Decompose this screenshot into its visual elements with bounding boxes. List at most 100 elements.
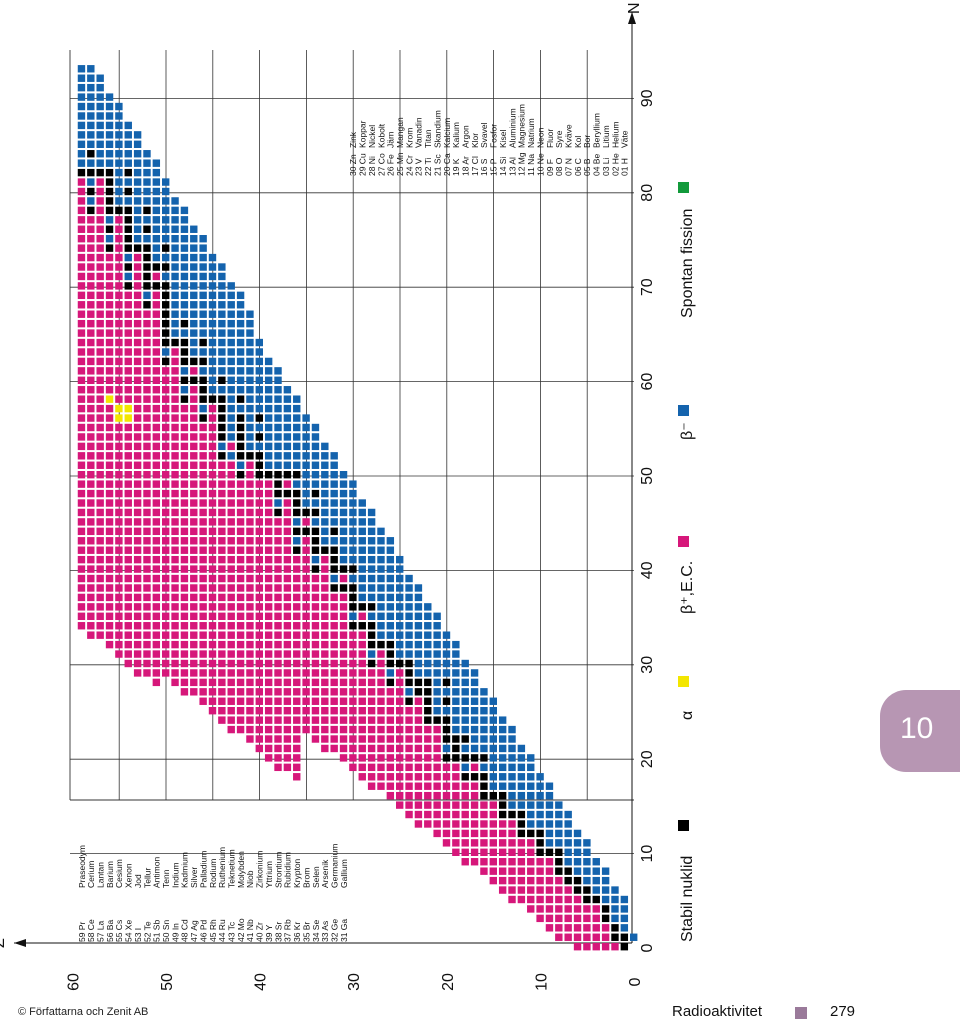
nuclide-cell bbox=[96, 112, 104, 120]
nuclide-cell bbox=[527, 867, 535, 875]
nuclide-cell bbox=[96, 404, 104, 413]
nuclide-cell bbox=[77, 527, 86, 536]
nuclide-cell bbox=[536, 820, 544, 828]
nuclide-cell bbox=[433, 669, 441, 677]
element-name: Nickel bbox=[367, 125, 377, 148]
nuclide-cell bbox=[414, 584, 423, 592]
nuclide-cell bbox=[236, 555, 245, 564]
nuclide-cell bbox=[236, 697, 245, 705]
nuclide-cell bbox=[367, 782, 376, 790]
nuclide-cell bbox=[124, 376, 132, 384]
nuclide-cell bbox=[339, 555, 348, 564]
nuclide-cell bbox=[396, 754, 404, 762]
element-code: 10 Ne bbox=[535, 153, 545, 176]
nuclide-cell bbox=[264, 518, 273, 526]
nuclide-cell bbox=[283, 508, 292, 517]
nuclide-cell bbox=[283, 584, 292, 592]
nuclide-cell bbox=[442, 678, 451, 687]
element-code: 04 Be bbox=[592, 154, 602, 176]
nuclide-cell bbox=[208, 253, 217, 262]
nuclide-cell bbox=[442, 716, 451, 724]
nuclide-cell bbox=[246, 527, 254, 536]
nuclide-cell bbox=[339, 659, 348, 668]
nuclide-cell bbox=[87, 253, 95, 262]
nuclide-cell bbox=[162, 348, 170, 356]
nuclide-cell bbox=[199, 442, 207, 451]
nuclide-cell bbox=[87, 518, 95, 526]
nuclide-cell bbox=[143, 593, 151, 602]
nuclide-cell bbox=[115, 537, 123, 545]
element-code: 13 Al bbox=[507, 157, 517, 176]
nuclide-cell bbox=[274, 555, 282, 564]
nuclide-cell bbox=[330, 461, 338, 469]
nuclide-cell bbox=[255, 461, 263, 469]
nuclide-cell bbox=[302, 489, 310, 498]
nuclide-cell bbox=[77, 471, 86, 479]
nuclide-cell bbox=[330, 537, 338, 545]
chapter-tab bbox=[880, 690, 960, 772]
nuclide-cell bbox=[246, 612, 254, 620]
nuclide-cell bbox=[274, 593, 282, 602]
nuclide-cell bbox=[489, 735, 497, 743]
nuclide-cell bbox=[424, 707, 432, 715]
nuclide-cell bbox=[199, 367, 207, 375]
z-tick-label: 30 bbox=[346, 973, 363, 991]
nuclide-cell bbox=[152, 159, 161, 167]
nuclide-cell bbox=[236, 499, 245, 507]
nuclide-cell bbox=[96, 452, 104, 460]
nuclide-cell bbox=[489, 829, 497, 838]
nuclide-cell bbox=[442, 669, 451, 677]
nuclide-cell bbox=[293, 414, 301, 422]
nuclide-cell bbox=[124, 348, 132, 356]
nuclide-cell bbox=[227, 584, 235, 592]
element-name: Zirkonium bbox=[255, 851, 265, 888]
nuclide-cell bbox=[87, 235, 95, 243]
nuclide-cell bbox=[77, 159, 86, 167]
nuclide-cell bbox=[498, 716, 507, 724]
nuclide-cell bbox=[143, 159, 151, 167]
element-code: 02 He bbox=[610, 153, 620, 176]
nuclide-cell bbox=[293, 555, 301, 564]
nuclide-cell bbox=[105, 395, 114, 403]
nuclide-cell bbox=[218, 348, 226, 356]
nuclide-cell bbox=[180, 310, 189, 318]
nuclide-cell bbox=[208, 480, 217, 488]
element-code: 03 Li bbox=[601, 157, 611, 176]
nuclide-cell bbox=[152, 367, 161, 375]
nuclide-cell bbox=[480, 820, 488, 828]
nuclide-cell bbox=[77, 452, 86, 460]
nuclide-cell bbox=[199, 310, 207, 318]
nuclide-cell bbox=[246, 678, 254, 687]
nuclide-cell bbox=[236, 319, 245, 328]
nuclide-cell bbox=[358, 763, 366, 772]
nuclide-cell bbox=[611, 924, 619, 932]
nuclide-cell bbox=[218, 565, 226, 573]
nuclide-cell bbox=[386, 546, 395, 554]
nuclide-cell bbox=[105, 131, 114, 139]
nuclide-cell bbox=[414, 640, 423, 649]
nuclide-cell bbox=[424, 622, 432, 630]
nuclide-cell bbox=[377, 716, 385, 724]
nuclide-cell bbox=[433, 678, 441, 687]
nuclide-cell bbox=[573, 876, 582, 885]
nuclide-cell bbox=[190, 404, 198, 413]
nuclide-cell bbox=[377, 527, 385, 536]
nuclide-cell bbox=[96, 612, 104, 620]
nuclide-cell bbox=[87, 310, 95, 318]
nuclide-cell bbox=[199, 357, 207, 366]
nuclide-cell bbox=[311, 669, 320, 677]
nuclide-cell bbox=[171, 329, 179, 337]
nuclide-cell bbox=[583, 876, 591, 885]
nuclide-cell bbox=[255, 707, 263, 715]
nuclide-cell bbox=[133, 471, 142, 479]
nuclide-cell bbox=[218, 555, 226, 564]
nuclide-cell bbox=[386, 612, 395, 620]
nuclide-cell bbox=[199, 244, 207, 252]
nuclide-cell bbox=[470, 707, 479, 715]
nuclide-cell bbox=[218, 716, 226, 724]
nuclide-cell bbox=[227, 527, 235, 536]
element-name: Silver bbox=[189, 867, 199, 888]
nuclide-cell bbox=[246, 584, 254, 592]
nuclide-cell bbox=[162, 178, 170, 186]
element-name: Zink bbox=[348, 131, 358, 148]
